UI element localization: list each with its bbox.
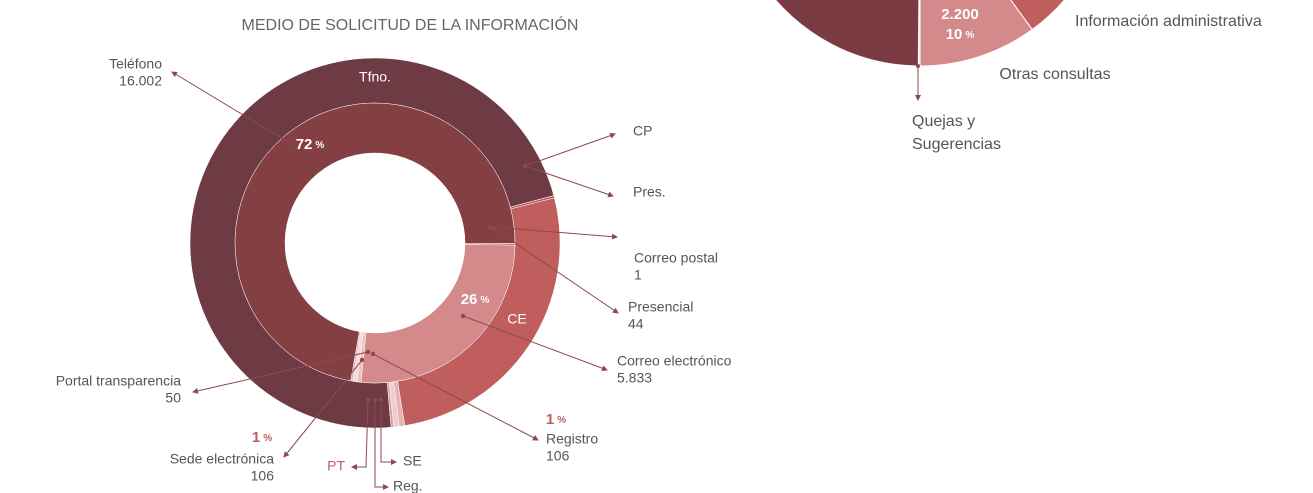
value-label: 5.833: [617, 370, 652, 386]
short-label: Pres.: [633, 184, 666, 200]
percent-label: 26%: [461, 291, 490, 308]
category-label: Otras consultas: [999, 66, 1110, 83]
leader-dot: [370, 351, 376, 357]
leader-line: [374, 400, 389, 490]
category-label: Correo electrónico: [617, 353, 732, 369]
value-label: 2.200: [941, 6, 979, 23]
leader-line: [351, 399, 369, 470]
leader-dot: [372, 397, 378, 403]
pie-label: Quejas y Sugerencias: [912, 113, 1001, 153]
short-label: Reg.: [393, 478, 423, 493]
leader-dot: [295, 145, 301, 151]
short-label: CP: [633, 123, 652, 139]
short-label: CE: [507, 311, 526, 327]
percent-value: 10: [946, 26, 963, 43]
value-label: 1: [634, 267, 642, 283]
donut-slice: [360, 244, 516, 384]
percent-unit: %: [480, 295, 489, 306]
category-label: Registro: [546, 431, 598, 447]
leader-line: [171, 71, 299, 149]
pie-slice: [919, 0, 1033, 67]
percent-label: 1%: [252, 429, 272, 446]
short-label: SE: [403, 453, 422, 469]
category-label: Sede electrónica: [170, 451, 275, 467]
category-label: Correo postal: [634, 250, 718, 266]
leader-dot: [522, 163, 528, 169]
percent-label: 1%: [546, 411, 566, 428]
donut-slice: [234, 102, 516, 382]
leader-line: [524, 165, 614, 198]
percent-unit: %: [965, 30, 974, 41]
leader-line: [462, 315, 608, 372]
percent-label: 10%: [946, 26, 975, 43]
category-label: Información administrativa: [1075, 13, 1262, 30]
leader-line: [380, 400, 397, 465]
leader-line: [489, 226, 618, 240]
value-label: 44: [628, 316, 644, 332]
leader-line: [524, 132, 616, 167]
leader-dot: [460, 313, 466, 319]
percent-value: 1: [252, 429, 260, 446]
pie-slice: [1010, 0, 1066, 31]
donut-slice: [350, 331, 361, 382]
value-label: 106: [546, 448, 570, 464]
percent-label: 72%: [296, 136, 325, 153]
leader-dot: [490, 225, 496, 231]
chart-title: MEDIO DE SOLICITUD DE LA INFORMACIÓN: [242, 15, 579, 34]
short-label: Tfno.: [359, 69, 391, 85]
leader-line: [283, 359, 363, 458]
short-label: PT: [327, 458, 345, 474]
leader-line: [492, 227, 619, 314]
leader-dot: [359, 357, 365, 363]
leader-line: [192, 351, 369, 394]
leader-dot: [365, 349, 371, 355]
percent-value: 72: [296, 136, 313, 153]
value-label: 50: [165, 390, 181, 406]
leader-line: [372, 353, 539, 441]
value-label: 106: [251, 468, 275, 484]
leader-dot: [378, 397, 384, 403]
value-label: 16.002: [119, 73, 162, 89]
percent-value: 1: [546, 411, 554, 428]
category-label: Teléfono: [109, 56, 162, 72]
percent-unit: %: [315, 140, 324, 151]
leader-dot: [365, 397, 371, 403]
category-label: Portal transparencia: [56, 373, 182, 389]
percent-value: 26: [461, 291, 478, 308]
category-label: Presencial: [628, 299, 693, 315]
leader-dot: [916, 64, 920, 68]
percent-unit: %: [263, 433, 272, 444]
percent-unit: %: [557, 415, 566, 426]
pie-slice: [775, 0, 920, 67]
